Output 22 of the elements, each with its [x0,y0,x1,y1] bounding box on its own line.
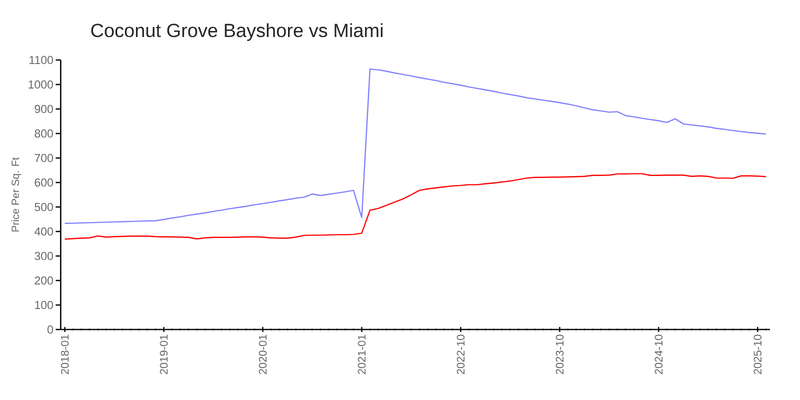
y-axis-title: Price Per Sq. Ft [11,157,22,232]
y-tick-label: 700 [34,154,53,162]
y-tick-label: 600 [34,178,53,187]
x-tick-label: 2024-10 [654,334,663,374]
y-tick-label: 0 [47,325,53,334]
x-tick-label: 2023-10 [556,334,564,374]
y-tick-label: 300 [34,252,53,260]
x-tick-label: 2018-01 [60,334,69,374]
y-tick-label: 1100 [30,56,53,64]
x-tick-label: 2020-01 [258,334,267,374]
y-tick-label: 200 [34,276,53,285]
y-tick-label: 100 [35,300,53,310]
x-tick-label: 2021-01 [358,334,366,374]
x-tick-label: 2019-01 [160,334,168,374]
y-tick-label: 500 [34,202,53,212]
y-tick-label: 900 [34,104,53,114]
chart-title: Coconut Grove Bayshore vs Miami [91,23,383,41]
y-tick-label: 400 [34,227,53,236]
x-tick-label: 2025-10 [754,334,762,374]
y-tick-label: 1000 [28,80,53,89]
x-tick-label: 2022-10 [456,334,465,374]
y-tick-label: 800 [34,129,53,138]
